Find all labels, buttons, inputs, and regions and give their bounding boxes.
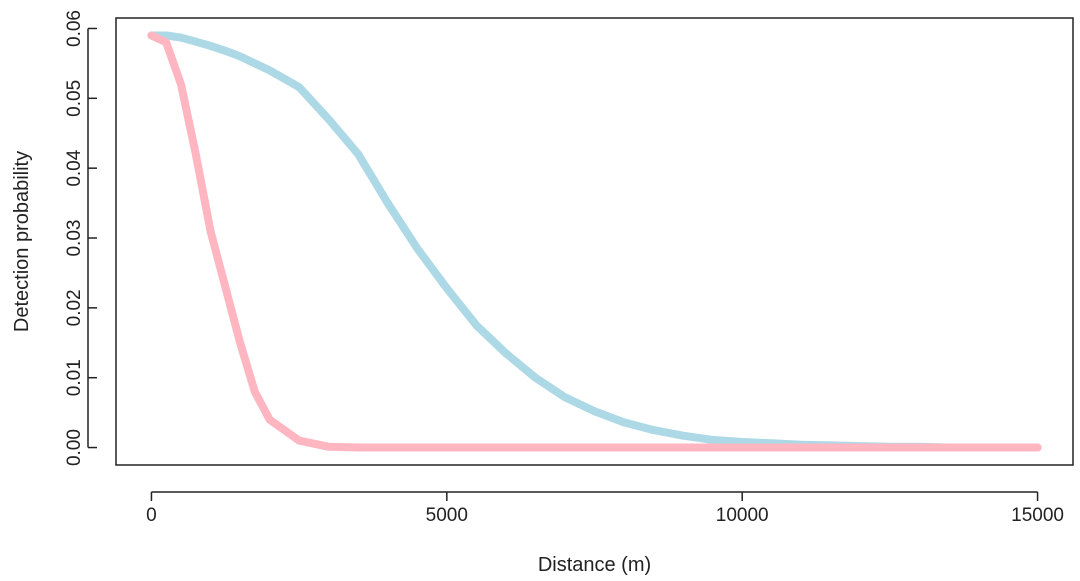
- x-tick-label: 0: [146, 505, 157, 526]
- y-tick-label: 0.02: [64, 289, 85, 326]
- y-axis-title: Detection probability: [11, 151, 33, 332]
- y-axis: 0.00 0.01 0.02 0.03 0.04 0.05 0.06: [64, 10, 97, 466]
- y-tick-label: 0.00: [64, 429, 85, 466]
- x-axis-title: Distance (m): [538, 554, 651, 576]
- y-tick-label: 0.03: [64, 220, 85, 257]
- series-line-2: [147, 31, 1042, 452]
- y-tick-label: 0.01: [64, 359, 85, 396]
- y-tick-label: 0.05: [64, 80, 85, 117]
- series-line-1: [147, 31, 1042, 452]
- plot-frame: [115, 17, 1074, 466]
- x-axis: 0 5000 10000 15000: [146, 491, 1064, 526]
- y-tick-label: 0.06: [64, 10, 85, 47]
- y-tick-label: 0.04: [64, 149, 85, 186]
- x-tick-label: 10000: [716, 505, 769, 526]
- x-tick-label: 5000: [426, 505, 468, 526]
- x-tick-label: 15000: [1011, 505, 1064, 526]
- series-layer: [147, 31, 1042, 452]
